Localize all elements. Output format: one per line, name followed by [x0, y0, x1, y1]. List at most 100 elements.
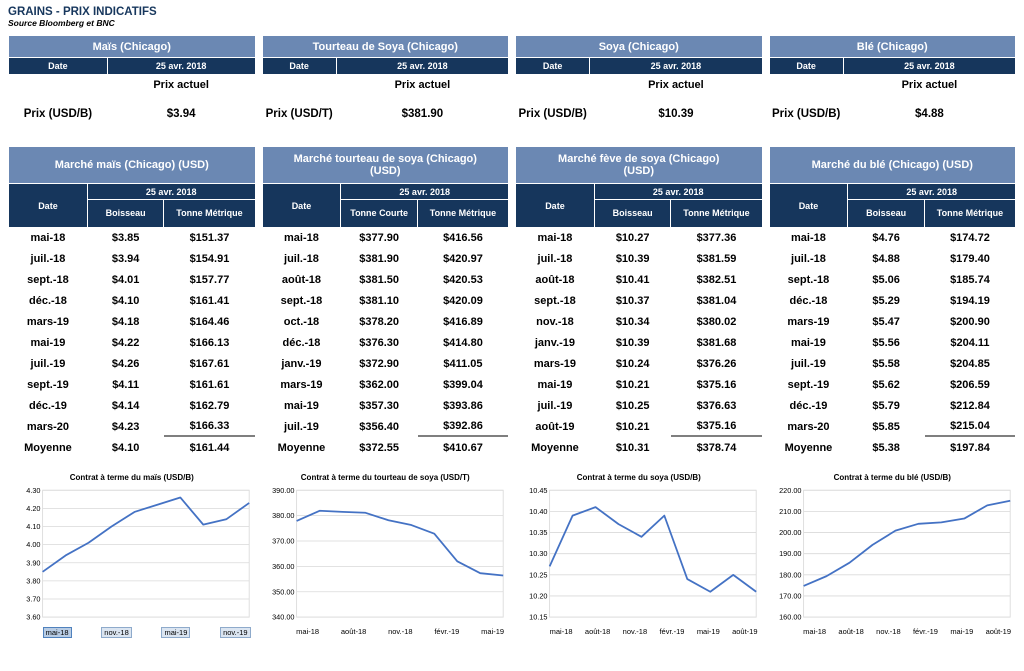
- row-date: oct.-18: [262, 312, 341, 332]
- chart-mais: Contrat à terme du maïs (USD/B) 4.30 4.20…: [8, 473, 256, 638]
- market-table-feve-soya: Marché fève de soya (Chicago) (USD) Date…: [515, 146, 763, 459]
- x-axis-label: mai-19: [481, 626, 505, 636]
- x-axis-labels: mai-18 août-18 nov.-18 févr.-19 mai-19 août-1…: [515, 627, 763, 636]
- moyenne-row: Moyenne $5.38 $197.84: [769, 438, 1015, 458]
- row-value: $212.84: [924, 396, 1015, 416]
- prix-actuel-label: Prix actuel: [901, 79, 958, 91]
- row-value: $411.05: [417, 354, 508, 374]
- row-value: $5.47: [848, 312, 924, 332]
- row-value: $381.04: [671, 291, 762, 311]
- row-value: $376.26: [671, 354, 762, 374]
- x-axis-label: nov.-19: [220, 626, 251, 638]
- moyenne-value: $372.55: [341, 438, 417, 458]
- table-row: juil.-19 $356.40 $392.86: [262, 417, 508, 437]
- table-row: août-19 $10.21 $375.16: [516, 417, 762, 437]
- row-date: août-18: [516, 270, 594, 290]
- row-date: mars-19: [516, 354, 594, 374]
- table-row: mai-19 $4.22 $166.13: [9, 333, 255, 353]
- y-tick-label: 340.00: [272, 613, 294, 622]
- plot-frame: [802, 489, 1011, 618]
- moyenne-value: $5.38: [848, 438, 924, 458]
- table-title: Marché fève de soya (Chicago) (USD): [516, 147, 762, 183]
- table-body: mai-18 $377.90 $416.56 juil.-18 $381.90 $420.…: [262, 228, 508, 458]
- y-tick-label: 180.00: [779, 570, 801, 579]
- row-date: mai-19: [769, 333, 848, 353]
- row-value: $4.18: [87, 312, 164, 332]
- market-table-tourteau: Marché tourteau de soya (Chicago) (USD) …: [261, 146, 509, 459]
- date-label: Date: [262, 58, 336, 74]
- row-date: sept.-18: [9, 270, 87, 290]
- line-chart: 220.00 210.00 200.00 190.00 180.00 170.00 160.…: [779, 486, 1011, 622]
- x-axis-label: mai-18: [803, 626, 827, 636]
- row-value: $5.06: [848, 270, 924, 290]
- row-value: $10.24: [594, 354, 671, 374]
- row-value: $185.74: [924, 270, 1015, 290]
- row-date: juil.-18: [516, 249, 594, 269]
- row-date: mars-20: [9, 417, 87, 437]
- table-row: août-18 $381.50 $420.53: [262, 270, 508, 290]
- row-value: $4.76: [848, 228, 924, 248]
- price-value: $3.94: [166, 107, 196, 120]
- date-label: Date: [516, 58, 590, 74]
- row-value: $376.63: [671, 396, 762, 416]
- table-title: Marché tourteau de soya (Chicago) (USD): [262, 147, 508, 183]
- x-axis-label: nov.-18: [101, 626, 132, 638]
- table-row: mars-19 $362.00 $399.04: [262, 375, 508, 395]
- chart-title: Contrat à terme du tourteau de soya (USD…: [300, 473, 470, 482]
- table-row: janv.-19 $372.90 $411.05: [262, 354, 508, 374]
- row-date: janv.-19: [262, 354, 341, 374]
- y-tick-label: 3.60: [26, 613, 40, 622]
- column-header-date: Date: [516, 184, 594, 227]
- moyenne-value: $410.67: [417, 438, 508, 458]
- x-axis-label: mai-18: [549, 626, 573, 636]
- row-date: juil.-19: [9, 354, 87, 374]
- row-value: $166.33: [164, 417, 255, 437]
- market-table-mais: Marché maïs (Chicago) (USD) Date 25 avr.…: [8, 146, 256, 459]
- table-row: déc.-19 $4.14 $162.79: [9, 396, 255, 416]
- moyenne-value: $161.44: [164, 438, 255, 458]
- table-row: juil.-18 $3.94 $154.91: [9, 249, 255, 269]
- row-value: $420.09: [417, 291, 508, 311]
- date-value: 25 avr. 2018: [594, 184, 762, 199]
- row-date: déc.-19: [769, 396, 848, 416]
- spot-table-ble: Blé (Chicago) Date 25 avr. 2018 Prix act…: [768, 35, 1016, 134]
- row-value: $381.68: [671, 333, 762, 353]
- date-value: 25 avr. 2018: [341, 184, 508, 199]
- table-row: août-18 $10.41 $382.51: [516, 270, 762, 290]
- chart-soya: Contrat à terme du soya (USD/B) 10.45 10.…: [515, 473, 763, 638]
- row-value: $4.14: [87, 396, 164, 416]
- y-tick-label: 10.25: [529, 570, 547, 579]
- line-chart: 4.30 4.20 4.10 4.00 3.90 3.80 3.70 3.60: [26, 486, 250, 622]
- x-axis-label: mai-19: [950, 626, 974, 636]
- row-value: $4.88: [848, 249, 924, 269]
- column-header-unit1: Tonne Courte: [341, 200, 417, 227]
- price-value: $4.88: [915, 107, 944, 120]
- table-title: Maïs (Chicago): [9, 36, 255, 57]
- y-tick-label: 370.00: [272, 537, 294, 546]
- x-axis-labels: mai-18 nov.-18 mai-19 nov.-19: [8, 626, 256, 638]
- column-header-unit1: Boisseau: [848, 200, 924, 227]
- row-value: $5.79: [848, 396, 924, 416]
- row-date: août-19: [516, 417, 594, 437]
- row-date: sept.-19: [769, 375, 848, 395]
- column-header-unit2: Tonne Métrique: [164, 200, 255, 227]
- date-value: 25 avr. 2018: [336, 58, 508, 74]
- row-value: $10.39: [594, 333, 671, 353]
- series-line: [548, 506, 757, 593]
- table-body: mai-18 $10.27 $377.36 juil.-18 $10.39 $381.59…: [516, 228, 762, 458]
- row-value: $357.30: [341, 396, 417, 416]
- row-date: sept.-18: [262, 291, 341, 311]
- row-value: $151.37: [164, 228, 255, 248]
- row-date: mai-19: [262, 396, 341, 416]
- y-tick-label: 390.00: [272, 486, 294, 495]
- y-tick-label: 380.00: [272, 511, 294, 520]
- date-value: 25 avr. 2018: [590, 58, 762, 74]
- plot-frame: [549, 489, 757, 618]
- table-row: mai-18 $377.90 $416.56: [262, 228, 508, 248]
- row-value: $166.13: [164, 333, 255, 353]
- row-value: $381.10: [341, 291, 417, 311]
- row-date: juil.-19: [516, 396, 594, 416]
- row-date: juil.-18: [9, 249, 87, 269]
- empty-cell: [263, 75, 336, 95]
- moyenne-label: Moyenne: [262, 438, 341, 458]
